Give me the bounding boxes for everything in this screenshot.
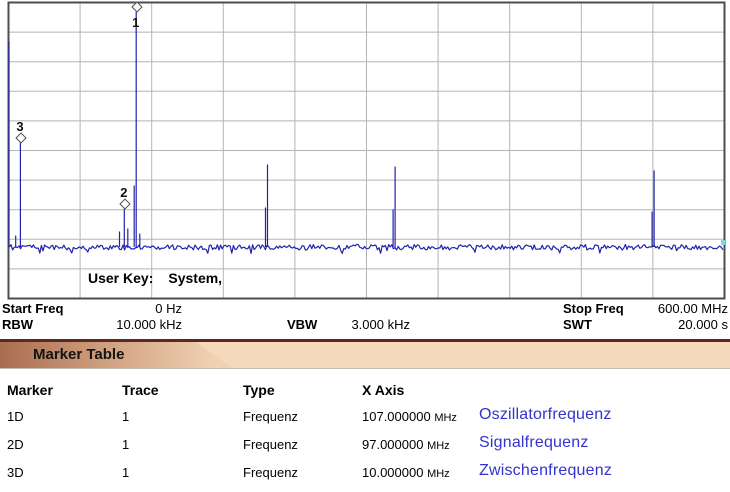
banner-top-line: [0, 339, 730, 342]
x-axis-value: 10.000000: [362, 465, 424, 480]
col-header-x-axis: X Axis: [362, 382, 405, 398]
banner-bar: Marker Table: [0, 342, 730, 369]
table-row-3-trace: 1: [122, 465, 130, 480]
table-row-1-trace: 1: [122, 409, 130, 424]
col-header-marker: Marker: [7, 382, 53, 398]
table-row-1-type: Frequenz: [243, 409, 298, 424]
col-header-trace: Trace: [122, 382, 159, 398]
vbw-value: 3.000 kHz: [351, 317, 410, 332]
user-key-line: User Key: System,: [88, 270, 222, 286]
stop-freq-value: 600.00 MHz: [657, 301, 728, 316]
marker-3-label: 3: [16, 119, 24, 134]
marker-table-banner: Marker Table: [0, 339, 730, 369]
swt-value: 20.000 s: [678, 317, 728, 332]
table-row-2-type: Frequenz: [243, 437, 298, 452]
x-axis-value: 107.000000: [362, 409, 431, 424]
trace-end-icon: [721, 240, 725, 245]
table-row-1-annotation: Oszillatorfrequenz: [479, 406, 612, 423]
user-key-label: User Key:: [88, 270, 154, 286]
table-row-1-marker: 1D: [7, 409, 24, 424]
rbw-label: RBW: [2, 317, 34, 332]
rbw-value: 10.000 kHz: [116, 317, 182, 332]
start-freq-value: 0 Hz: [155, 301, 182, 316]
marker-table-title: Marker Table: [33, 346, 125, 363]
col-header-type: Type: [243, 382, 275, 398]
table-row-3-x-axis: 10.000000 MHz: [362, 465, 450, 480]
x-axis-value: 97.000000: [362, 437, 424, 452]
table-row-2-x-axis: 97.000000 MHz: [362, 437, 450, 452]
table-row-2-annotation: Signalfrequenz: [479, 434, 589, 451]
banner-gradient: [0, 342, 232, 368]
stop-freq-label: Stop Freq: [563, 301, 624, 316]
start-freq-label: Start Freq: [2, 301, 64, 316]
marker-1-label: 1: [132, 15, 140, 30]
x-axis-unit: MHz: [434, 412, 457, 424]
x-axis-unit: MHz: [427, 468, 450, 480]
marker-2-label: 2: [120, 185, 128, 200]
table-row-2-marker: 2D: [7, 437, 24, 452]
x-axis-unit: MHz: [427, 440, 450, 452]
table-row-3-marker: 3D: [7, 465, 24, 480]
table-row-3-annotation: Zwischenfrequenz: [479, 462, 613, 479]
user-key-value: System,: [168, 270, 223, 286]
spectrum-plot: [7, 1, 726, 300]
table-row-3-type: Frequenz: [243, 465, 298, 480]
swt-label: SWT: [563, 317, 592, 332]
table-row-2-trace: 1: [122, 437, 130, 452]
vbw-label: VBW: [287, 317, 318, 332]
table-row-1-x-axis: 107.000000 MHz: [362, 409, 457, 424]
